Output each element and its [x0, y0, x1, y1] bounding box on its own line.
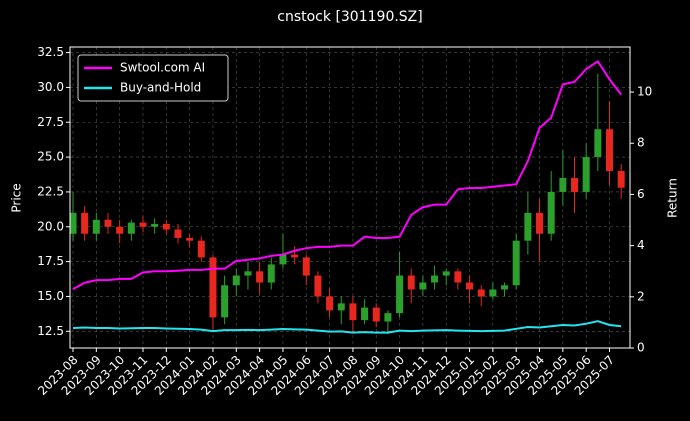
candle-body: [466, 282, 474, 290]
candle-body: [536, 212, 544, 234]
candle-body: [477, 289, 485, 297]
y-tick-label: 20.0: [37, 219, 64, 233]
candle-body: [501, 285, 509, 290]
return-line: [72, 59, 622, 291]
y2-tick-label: 10: [637, 85, 652, 99]
candle-body: [512, 240, 520, 286]
y-tick-label: 27.5: [37, 115, 64, 129]
candle-body: [314, 275, 322, 297]
candle-body: [594, 129, 602, 158]
candle-body: [606, 129, 614, 172]
candle-body: [442, 271, 450, 276]
candle-body: [361, 307, 369, 321]
candle-body: [419, 282, 427, 290]
candle-body: [547, 191, 555, 234]
candle-body: [302, 257, 310, 276]
candle-body: [127, 222, 135, 234]
legend-label: Swtool.com AI: [120, 61, 205, 75]
candle-body: [571, 177, 579, 192]
candle-body: [431, 275, 439, 283]
candle-body: [186, 237, 194, 241]
y2-tick-label: 4: [637, 238, 645, 252]
candle-body: [232, 275, 240, 286]
candle-body: [197, 240, 205, 258]
candle-body: [384, 313, 392, 322]
y-tick-label: 17.5: [37, 254, 64, 268]
y2-axis-label: Return: [666, 178, 680, 218]
y-tick-label: 30.0: [37, 80, 64, 94]
y-tick-label: 12.5: [37, 324, 64, 338]
candle-body: [81, 212, 89, 234]
y2-tick-label: 6: [637, 187, 645, 201]
candle-body: [617, 171, 625, 188]
y-tick-label: 32.5: [37, 45, 64, 59]
candle-body: [104, 219, 112, 227]
y-tick-label: 15.0: [37, 289, 64, 303]
candle-body: [92, 219, 100, 234]
candle-body: [174, 229, 182, 238]
candle-body: [279, 254, 287, 265]
y2-tick-label: 8: [637, 136, 645, 150]
candle-body: [396, 275, 404, 314]
candle-body: [267, 264, 275, 283]
candle-body: [151, 223, 159, 227]
candle-body: [244, 271, 252, 276]
candle-body: [291, 254, 299, 258]
y-axis-label: Price: [10, 183, 24, 212]
y-tick-label: 22.5: [37, 184, 64, 198]
y2-tick-label: 2: [637, 289, 645, 303]
candle-body: [116, 226, 124, 234]
legend-box: [77, 54, 229, 102]
y2-tick-label: 0: [637, 341, 645, 355]
y-tick-label: 25.0: [37, 150, 64, 164]
candle-body: [372, 307, 380, 322]
candle-body: [139, 222, 147, 227]
candle-body: [349, 303, 357, 321]
chart-title: cnstock [301190.SZ]: [277, 9, 422, 25]
candle-body: [209, 257, 217, 318]
candle-body: [221, 285, 229, 318]
return-line: [72, 320, 622, 334]
candle-body: [69, 212, 77, 234]
candle-body: [256, 271, 264, 283]
candle-body: [582, 157, 590, 192]
candle-body: [559, 177, 567, 192]
candle-body: [407, 275, 415, 290]
candle-body: [337, 303, 345, 311]
legend-label: Buy-and-Hold: [120, 81, 201, 95]
candle-body: [326, 296, 334, 311]
candle-body: [162, 223, 170, 230]
plot-frame: [69, 46, 631, 349]
candle-body: [524, 212, 532, 241]
candle-body: [489, 289, 497, 297]
candle-body: [454, 271, 462, 283]
